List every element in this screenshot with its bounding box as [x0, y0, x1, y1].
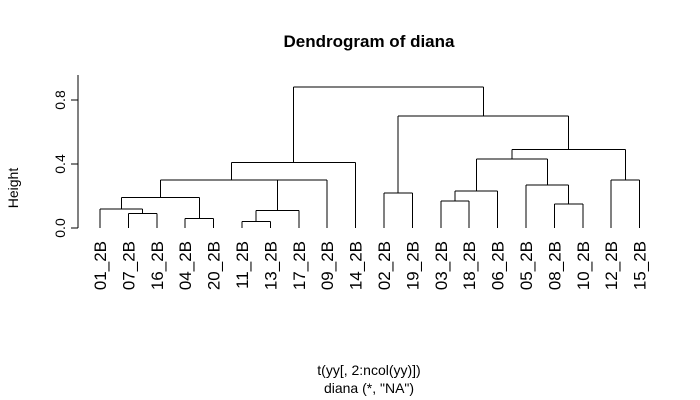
- leaf-label: 13_2B: [261, 241, 280, 290]
- leaf-label: 07_2B: [119, 241, 138, 290]
- leaf-label: 18_2B: [460, 241, 479, 290]
- leaf-label: 05_2B: [517, 241, 536, 290]
- x-axis-label: t(yy[, 2:ncol(yy)]): [317, 362, 420, 378]
- leaf-label: 16_2B: [148, 241, 167, 290]
- y-tick-label: 0.4: [52, 154, 68, 174]
- leaf-label: 02_2B: [375, 241, 394, 290]
- leaf-label: 15_2B: [631, 241, 650, 290]
- leaf-label: 20_2B: [205, 241, 224, 290]
- leaf-label: 19_2B: [403, 241, 422, 290]
- y-axis: 0.0 0.4 0.8: [52, 75, 79, 238]
- chart-title: Dendrogram of diana: [284, 32, 456, 51]
- leaf-label: 03_2B: [432, 241, 451, 290]
- leaf-label: 12_2B: [602, 241, 621, 290]
- leaf-label: 10_2B: [574, 241, 593, 290]
- y-axis-label: Height: [5, 168, 21, 209]
- leaf-label: 11_2B: [233, 241, 252, 289]
- y-tick-label: 0.8: [52, 90, 68, 110]
- leaf-label: 09_2B: [318, 241, 337, 290]
- leaf-labels: 01_2B 07_2B 16_2B 04_2B 20_2B 11_2B 13_2B 17_2B…: [91, 241, 650, 290]
- leaf-label: 17_2B: [290, 241, 309, 290]
- leaf-label: 14_2B: [347, 241, 366, 290]
- leaf-label: 08_2B: [545, 241, 564, 290]
- leaf-label: 01_2B: [91, 241, 110, 290]
- y-tick-label: 0.0: [52, 218, 68, 238]
- leaf-label: 06_2B: [489, 241, 508, 290]
- leaf-label: 04_2B: [176, 241, 195, 290]
- dendrogram-tree: [99, 86, 641, 228]
- x-axis-sublabel: diana (*, "NA"): [324, 380, 414, 396]
